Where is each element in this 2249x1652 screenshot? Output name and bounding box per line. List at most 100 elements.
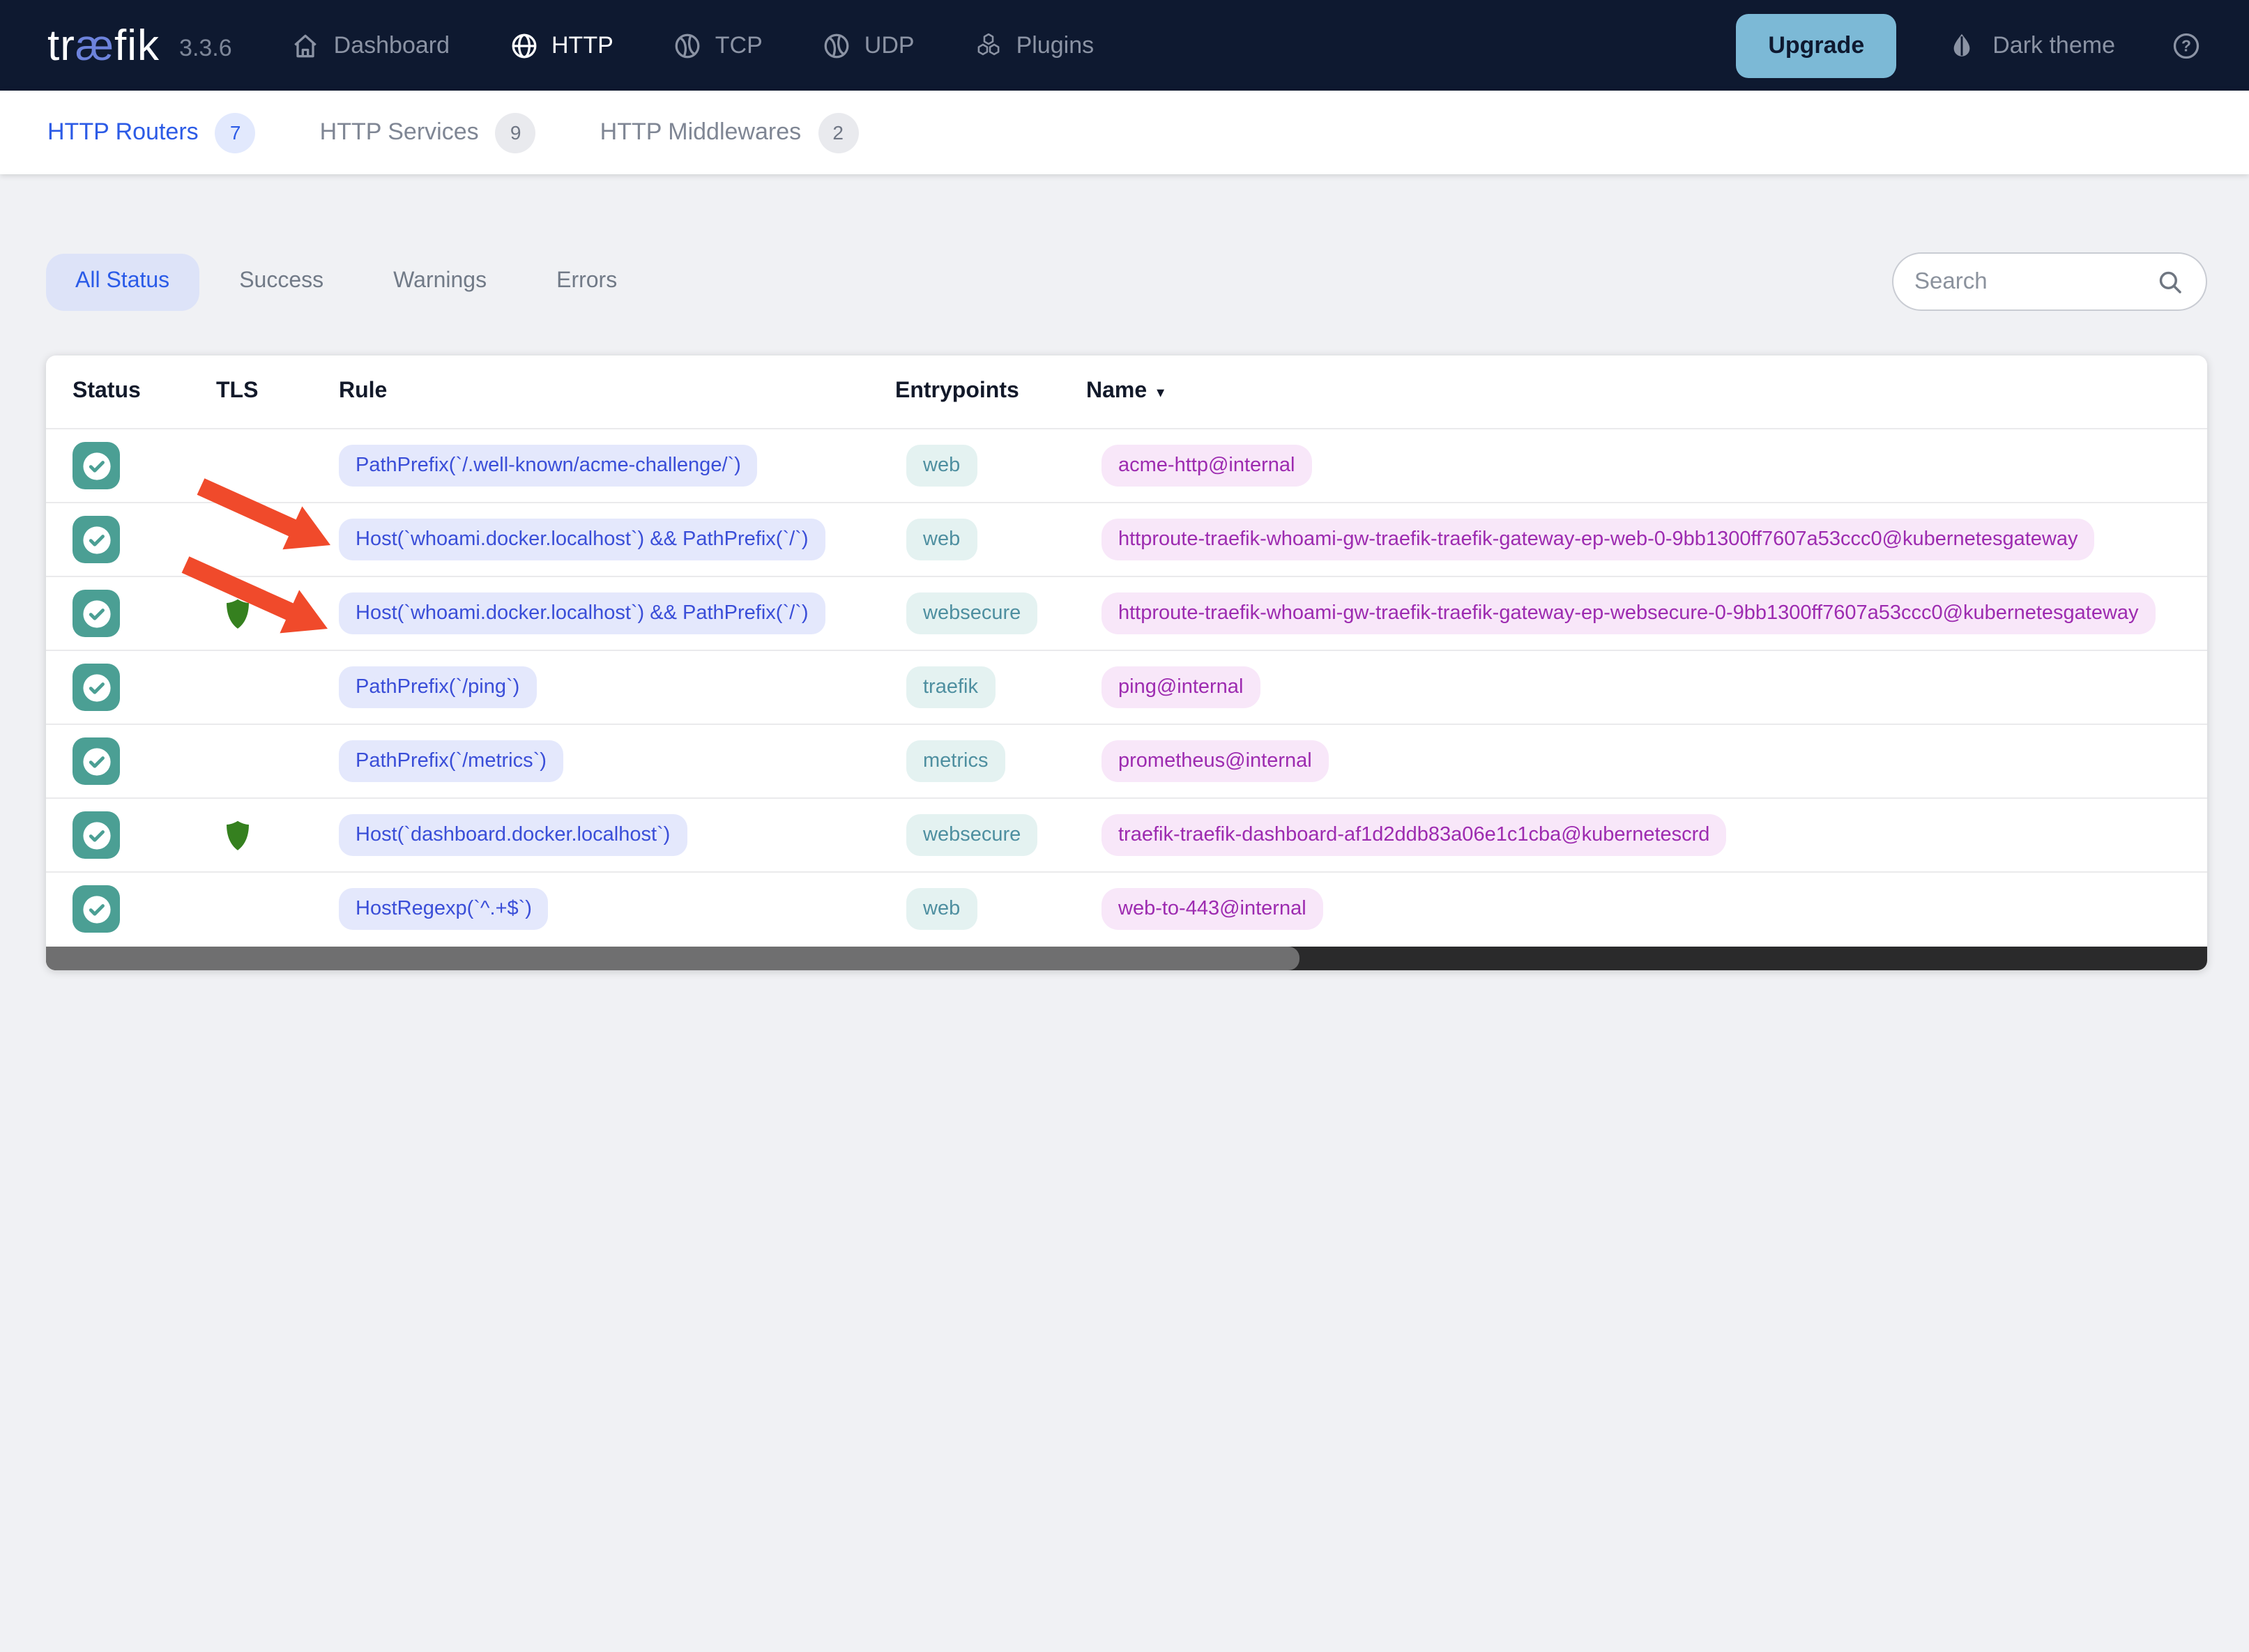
theme-toggle-label: Dark theme <box>1992 31 2115 58</box>
nav-item-dashboard[interactable]: Dashboard <box>291 30 450 61</box>
entrypoint-badge: web <box>906 518 977 561</box>
scrollbar-thumb[interactable] <box>46 947 1299 970</box>
entrypoint-badge: traefik <box>906 666 995 709</box>
status-filter-group: All Status Success Warnings Errors <box>46 253 657 310</box>
filter-chip-success[interactable]: Success <box>239 269 324 293</box>
theme-drop-icon <box>1946 30 1977 61</box>
status-success-badge <box>73 885 120 933</box>
column-header-status[interactable]: Status <box>73 379 216 404</box>
logo-text: tr <box>47 20 75 69</box>
rule-pill: PathPrefix(`/metrics`) <box>339 740 563 783</box>
table-row[interactable]: PathPrefix(`/ping`) traefik ping@internal <box>46 650 2207 724</box>
column-header-entrypoints[interactable]: Entrypoints <box>895 379 1086 404</box>
status-success-badge <box>73 516 120 563</box>
tab-label: HTTP Middlewares <box>600 118 802 145</box>
column-header-label: Entrypoints <box>895 379 1019 403</box>
status-success-badge <box>73 442 120 489</box>
entrypoint-badge: websecure <box>906 813 1038 857</box>
nav-item-label: HTTP <box>551 31 613 58</box>
column-header-name[interactable]: Name ▾ <box>1086 379 2207 404</box>
tab-count-badge: 7 <box>215 112 256 153</box>
table-row[interactable]: PathPrefix(`/.well-known/acme-challenge/… <box>46 428 2207 502</box>
router-name-badge: httproute-traefik-whoami-gw-traefik-trae… <box>1101 518 2095 561</box>
traefik-logo[interactable]: træfik <box>47 20 160 70</box>
status-success-badge <box>73 664 120 711</box>
horizontal-scrollbar[interactable] <box>46 947 2207 970</box>
filter-chip-all-status[interactable]: All Status <box>46 253 199 310</box>
router-name-badge: traefik-traefik-dashboard-af1d2ddb83a06e… <box>1101 813 1727 857</box>
status-success-badge <box>73 737 120 785</box>
tls-shield-icon <box>227 598 249 628</box>
sort-desc-icon: ▾ <box>1157 384 1165 401</box>
filter-chip-errors[interactable]: Errors <box>556 269 618 293</box>
nav-item-tcp[interactable]: TCP <box>672 30 763 61</box>
router-name-badge: httproute-traefik-whoami-gw-traefik-trae… <box>1101 592 2156 635</box>
router-name-badge: acme-http@internal <box>1101 444 1312 487</box>
tab-count-badge: 9 <box>495 112 536 153</box>
rule-pill: HostRegexp(`^.+$`) <box>339 887 549 931</box>
help-icon[interactable]: ? <box>2171 30 2202 61</box>
status-success-badge <box>73 811 120 859</box>
table-header-row: Status TLS Rule Entrypoints Name ▾ <box>46 355 2207 428</box>
rule-pill: Host(`dashboard.docker.localhost`) <box>339 813 687 857</box>
search-input[interactable] <box>1914 268 2156 295</box>
column-header-tls[interactable]: TLS <box>216 379 339 404</box>
rule-pill: Host(`whoami.docker.localhost`) && PathP… <box>339 518 825 561</box>
nav-item-label: TCP <box>715 31 763 58</box>
dark-theme-toggle[interactable]: Dark theme <box>1946 30 2115 61</box>
tab-http-middlewares[interactable]: HTTP Middlewares 2 <box>600 112 859 153</box>
logo-ae: æ <box>75 20 115 69</box>
entrypoint-badge: websecure <box>906 592 1038 635</box>
tab-count-badge: 2 <box>818 112 859 153</box>
nav-item-http[interactable]: HTTP <box>508 30 613 61</box>
tab-label: HTTP Services <box>319 118 479 145</box>
tab-http-routers[interactable]: HTTP Routers 7 <box>47 112 256 153</box>
tab-label: HTTP Routers <box>47 118 199 145</box>
table-row[interactable]: HostRegexp(`^.+$`) web web-to-443@internal <box>46 871 2207 945</box>
search-icon <box>2156 267 2185 296</box>
tab-http-services[interactable]: HTTP Services 9 <box>320 112 536 153</box>
version-label: 3.3.6 <box>179 35 232 61</box>
router-name-badge: ping@internal <box>1101 666 1260 709</box>
routers-table-card: Status TLS Rule Entrypoints Name ▾ PathPrefix… <box>46 355 2207 970</box>
rule-pill: PathPrefix(`/ping`) <box>339 666 537 709</box>
nav-item-plugins[interactable]: Plugins <box>973 30 1095 61</box>
logo-text: fik <box>114 20 160 69</box>
column-header-rule[interactable]: Rule <box>339 379 895 404</box>
tls-shield-icon <box>227 820 249 850</box>
ball-icon <box>672 30 703 61</box>
search-box <box>1892 252 2207 311</box>
column-header-label: Status <box>73 379 141 403</box>
filter-chip-warnings[interactable]: Warnings <box>393 269 487 293</box>
rule-pill: Host(`whoami.docker.localhost`) && PathP… <box>339 592 825 635</box>
status-success-badge <box>73 590 120 637</box>
section-tabs-bar: HTTP Routers 7 HTTP Services 9 HTTP Middlewa… <box>0 91 2249 174</box>
table-body: PathPrefix(`/.well-known/acme-challenge/… <box>46 428 2207 945</box>
toolbar: All Status Success Warnings Errors <box>46 252 2207 311</box>
table-row[interactable]: Host(`dashboard.docker.localhost`) websec… <box>46 797 2207 871</box>
svg-text:?: ? <box>2181 36 2191 54</box>
table-row[interactable]: Host(`whoami.docker.localhost`) && PathP… <box>46 502 2207 576</box>
home-icon <box>291 30 321 61</box>
nav-item-udp[interactable]: UDP <box>821 30 915 61</box>
ball-icon <box>821 30 852 61</box>
column-header-label: TLS <box>216 379 259 403</box>
table-row[interactable]: Host(`whoami.docker.localhost`) && PathP… <box>46 576 2207 650</box>
column-header-label: Name <box>1086 379 1148 403</box>
entrypoint-badge: web <box>906 887 977 931</box>
nav-item-label: Plugins <box>1016 31 1095 58</box>
entrypoint-badge: web <box>906 444 977 487</box>
globe-icon <box>508 30 539 61</box>
nav-items: Dashboard HTTP TCP UDP Plugins <box>232 30 1094 61</box>
top-navbar: træfik 3.3.6 Dashboard HTTP TCP UDP Plugins … <box>0 0 2249 91</box>
nav-item-label: Dashboard <box>333 31 450 58</box>
column-header-label: Rule <box>339 379 388 403</box>
rule-pill: PathPrefix(`/.well-known/acme-challenge/… <box>339 444 758 487</box>
cubes-icon <box>973 30 1004 61</box>
router-name-badge: prometheus@internal <box>1101 740 1329 783</box>
upgrade-button[interactable]: Upgrade <box>1736 13 1897 77</box>
table-row[interactable]: PathPrefix(`/metrics`) metrics prometheus@… <box>46 724 2207 797</box>
entrypoint-badge: metrics <box>906 740 1005 783</box>
